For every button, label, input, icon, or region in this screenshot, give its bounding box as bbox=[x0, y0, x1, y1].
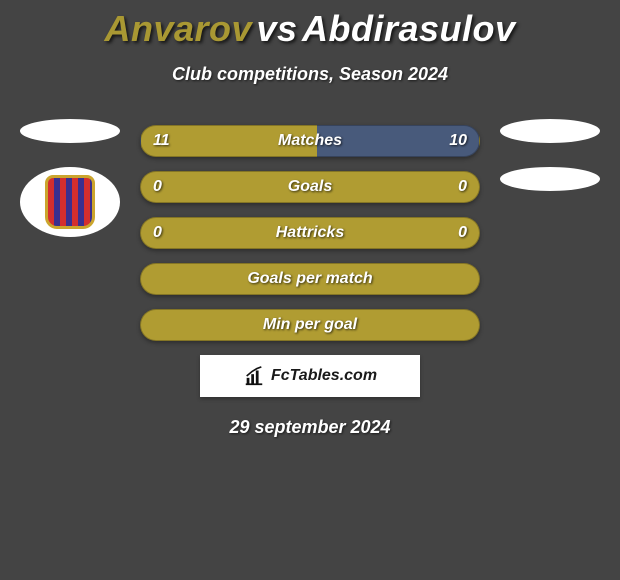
stat-label: Hattricks bbox=[276, 224, 344, 242]
stat-value-left: 0 bbox=[153, 224, 162, 242]
subtitle: Club competitions, Season 2024 bbox=[0, 64, 620, 85]
stat-bar-goals-per-match: Goals per match bbox=[140, 263, 480, 295]
player2-column bbox=[490, 119, 610, 215]
attribution-box: FcTables.com bbox=[200, 355, 420, 397]
attribution-text: FcTables.com bbox=[271, 367, 377, 385]
player1-photo-placeholder bbox=[20, 119, 120, 143]
stat-bar-goals: 0 Goals 0 bbox=[140, 171, 480, 203]
stat-value-left: 11 bbox=[153, 132, 170, 150]
player1-club-badge bbox=[20, 167, 120, 237]
stat-value-left: 0 bbox=[153, 178, 162, 196]
stat-value-right: 0 bbox=[458, 178, 467, 196]
snapshot-date: 29 september 2024 bbox=[0, 417, 620, 438]
shield-icon bbox=[45, 175, 95, 229]
player2-name: Abdirasulov bbox=[302, 8, 516, 49]
vs-text: vs bbox=[256, 8, 297, 49]
player1-column bbox=[10, 119, 130, 237]
stat-bar-matches: 11 Matches 10 bbox=[140, 125, 480, 157]
stat-label: Goals bbox=[288, 178, 332, 196]
player2-club-badge-placeholder bbox=[500, 167, 600, 191]
stat-label: Goals per match bbox=[247, 270, 372, 288]
player2-photo-placeholder bbox=[500, 119, 600, 143]
bar-chart-icon bbox=[243, 365, 265, 387]
comparison-title: Anvarov vs Abdirasulov bbox=[0, 0, 620, 50]
stat-label: Matches bbox=[278, 132, 342, 150]
stat-bars: 11 Matches 10 0 Goals 0 0 Hattricks 0 Go… bbox=[140, 125, 480, 341]
comparison-content: 11 Matches 10 0 Goals 0 0 Hattricks 0 Go… bbox=[0, 125, 620, 438]
stat-label: Min per goal bbox=[263, 316, 357, 334]
stat-bar-hattricks: 0 Hattricks 0 bbox=[140, 217, 480, 249]
stat-value-right: 10 bbox=[449, 132, 467, 150]
stat-value-right: 0 bbox=[458, 224, 467, 242]
stat-bar-min-per-goal: Min per goal bbox=[140, 309, 480, 341]
player1-name: Anvarov bbox=[104, 8, 252, 49]
